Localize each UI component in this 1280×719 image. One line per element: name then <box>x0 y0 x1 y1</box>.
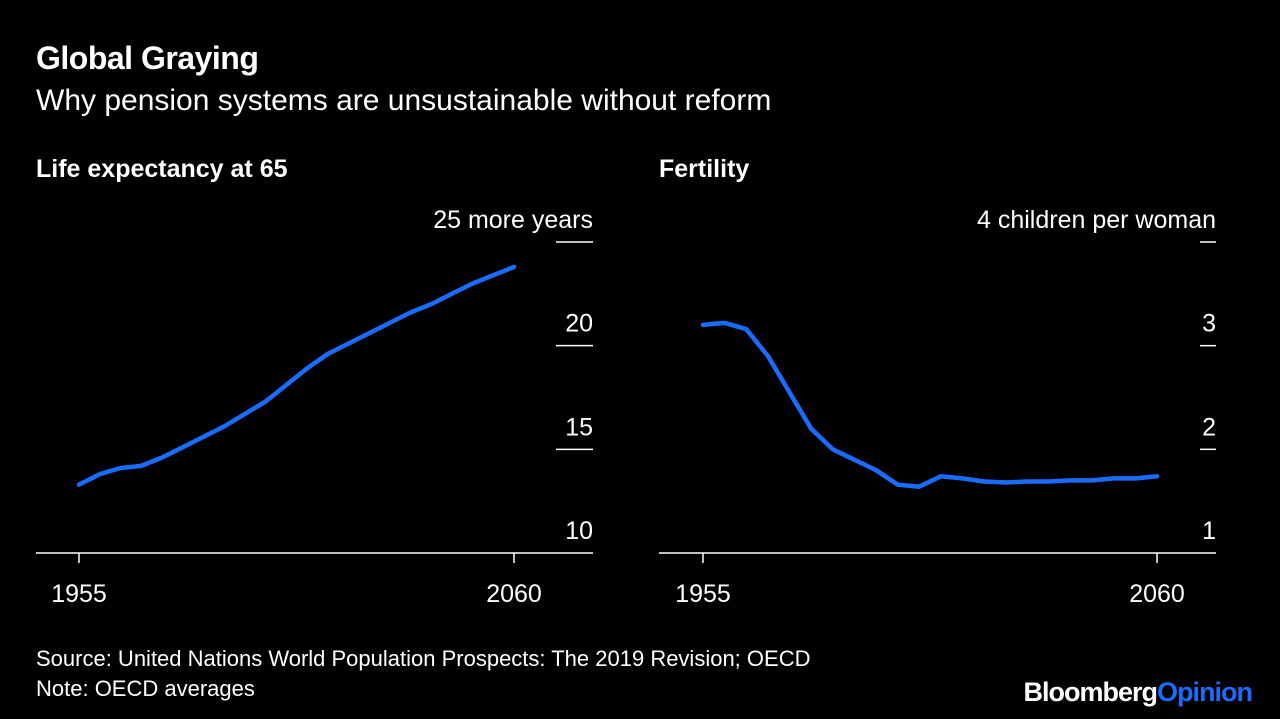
fertility-panel: 1955 2060 1 2 3 4 children per woman <box>659 206 1216 608</box>
x-tick-label: 2060 <box>1129 580 1185 608</box>
panel-title-life-expectancy: Life expectancy at 65 <box>36 155 288 183</box>
y-tick-label: 3 <box>1202 310 1216 338</box>
series-line <box>76 264 517 487</box>
y-tick-label: 2 <box>1202 413 1216 441</box>
y-tick-label: 1 <box>1202 517 1216 545</box>
panel-title-fertility: Fertility <box>659 155 750 183</box>
source-note: Source: United Nations World Population … <box>36 646 811 671</box>
chart-subtitle: Why pension systems are unsustainable wi… <box>36 84 772 117</box>
y-tick-label: 10 <box>565 517 593 545</box>
y-unit-label: 4 children per woman <box>977 206 1216 234</box>
y-unit-label: 25 more years <box>433 206 593 234</box>
chart-title: Global Graying <box>36 40 259 76</box>
life-expectancy-panel: 1955 2060 10 15 20 25 more years <box>36 206 593 608</box>
note-text: Note: OECD averages <box>36 676 255 701</box>
x-tick-label: 2060 <box>486 580 542 608</box>
logo-opinion: Opinion <box>1157 677 1253 707</box>
y-tick-label: 20 <box>565 310 593 338</box>
x-tick-label: 1955 <box>51 580 107 608</box>
logo-bloomberg: Bloomberg <box>1023 677 1159 707</box>
series-line <box>700 320 1160 489</box>
x-tick-label: 1955 <box>675 580 731 608</box>
y-tick-label: 15 <box>565 413 593 441</box>
bloomberg-opinion-logo: BloombergOpinion <box>1024 677 1253 708</box>
